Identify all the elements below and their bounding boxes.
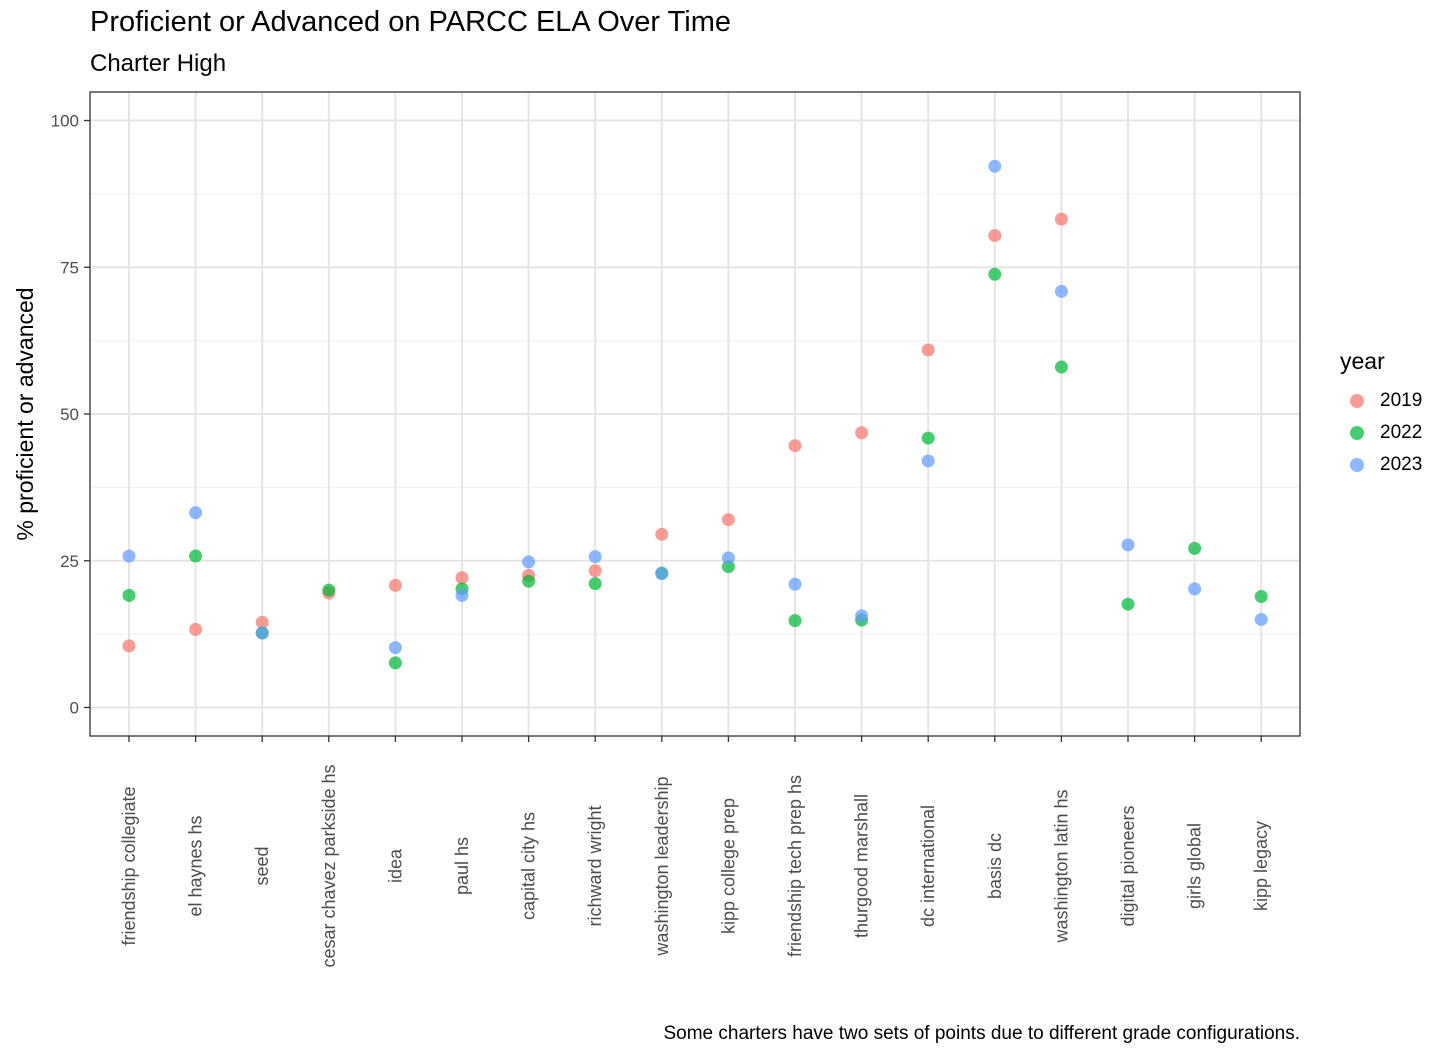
legend-item-2019: 2019 bbox=[1340, 385, 1422, 417]
data-point bbox=[1121, 597, 1135, 611]
data-point bbox=[721, 551, 735, 565]
data-point bbox=[388, 641, 402, 655]
data-point bbox=[122, 549, 136, 563]
y-tick-label: 0 bbox=[70, 699, 79, 718]
data-point bbox=[855, 609, 869, 623]
data-point bbox=[255, 626, 269, 640]
data-point bbox=[1121, 538, 1135, 552]
data-point bbox=[588, 577, 602, 591]
data-point bbox=[788, 577, 802, 591]
data-point bbox=[988, 159, 1002, 173]
data-point bbox=[855, 426, 869, 440]
x-tick-label: digital pioneers bbox=[1118, 805, 1138, 926]
x-tick-label: washington latin hs bbox=[1051, 789, 1071, 943]
data-point bbox=[388, 578, 402, 592]
legend-label-2023: 2023 bbox=[1380, 454, 1423, 475]
x-tick-label: el haynes hs bbox=[186, 815, 206, 916]
x-tick-label: kipp college prep bbox=[718, 798, 738, 934]
data-point bbox=[788, 439, 802, 453]
x-tick-label: friendship collegiate bbox=[119, 786, 139, 945]
data-point bbox=[1254, 612, 1268, 626]
data-point bbox=[388, 656, 402, 670]
data-point bbox=[122, 639, 136, 653]
data-point bbox=[588, 564, 602, 578]
x-tick-label: washington leadership bbox=[652, 776, 672, 956]
legend-key-2022 bbox=[1350, 426, 1364, 440]
chart-subtitle: Charter High bbox=[90, 50, 227, 77]
legend-item-2022: 2022 bbox=[1340, 417, 1422, 449]
legend: year 2019 2022 2023 bbox=[1340, 348, 1422, 481]
legend-title: year bbox=[1340, 348, 1385, 374]
data-point bbox=[122, 588, 136, 602]
data-point bbox=[988, 229, 1002, 243]
x-tick-label: seed bbox=[252, 846, 272, 885]
data-point bbox=[189, 549, 203, 563]
x-tick-label: idea bbox=[385, 848, 405, 883]
data-point bbox=[655, 567, 669, 581]
data-point bbox=[455, 571, 469, 585]
legend-item-2023: 2023 bbox=[1340, 449, 1422, 481]
x-tick-label: paul hs bbox=[452, 837, 472, 895]
data-point bbox=[455, 588, 469, 602]
data-point bbox=[1054, 284, 1068, 298]
x-tick-label: thurgood marshall bbox=[852, 794, 872, 938]
data-point bbox=[1188, 582, 1202, 596]
data-point bbox=[921, 454, 935, 468]
y-axis-title: % proficient or advanced bbox=[12, 287, 38, 540]
legend-label-2019: 2019 bbox=[1380, 390, 1423, 411]
chart-title: Proficient or Advanced on PARCC ELA Over… bbox=[90, 6, 731, 38]
data-point bbox=[189, 622, 203, 636]
x-tick-label: friendship tech prep hs bbox=[785, 775, 805, 957]
y-tick-label: 100 bbox=[51, 112, 79, 131]
data-point bbox=[588, 550, 602, 564]
x-tick-label: cesar chavez parkside hs bbox=[319, 764, 339, 967]
y-tick-label: 50 bbox=[60, 405, 79, 424]
data-point bbox=[921, 431, 935, 445]
data-point bbox=[1054, 360, 1068, 374]
legend-key-2023 bbox=[1350, 458, 1364, 472]
data-point bbox=[322, 583, 336, 597]
x-tick-label: dc international bbox=[918, 805, 938, 927]
legend-key-2019 bbox=[1350, 394, 1364, 408]
data-point bbox=[522, 555, 536, 569]
x-tick-label: basis dc bbox=[985, 833, 1005, 899]
x-tick-label: capital city hs bbox=[519, 812, 539, 920]
data-point bbox=[189, 506, 203, 520]
x-tick-label: kipp legacy bbox=[1251, 821, 1271, 911]
data-point bbox=[721, 513, 735, 527]
x-tick-label: girls global bbox=[1185, 823, 1205, 909]
caption: Some charters have two sets of points du… bbox=[663, 1023, 1300, 1044]
data-point bbox=[788, 614, 802, 628]
data-point bbox=[1054, 212, 1068, 226]
data-point bbox=[988, 267, 1002, 281]
y-tick-label: 25 bbox=[60, 552, 79, 571]
y-tick-label: 75 bbox=[60, 258, 79, 277]
data-point bbox=[655, 527, 669, 541]
data-point bbox=[522, 574, 536, 588]
data-point bbox=[255, 615, 269, 629]
x-tick-label: richward wright bbox=[585, 805, 605, 926]
data-point bbox=[1254, 590, 1268, 604]
data-point bbox=[1188, 541, 1202, 555]
legend-label-2022: 2022 bbox=[1380, 422, 1423, 443]
data-point bbox=[921, 343, 935, 357]
